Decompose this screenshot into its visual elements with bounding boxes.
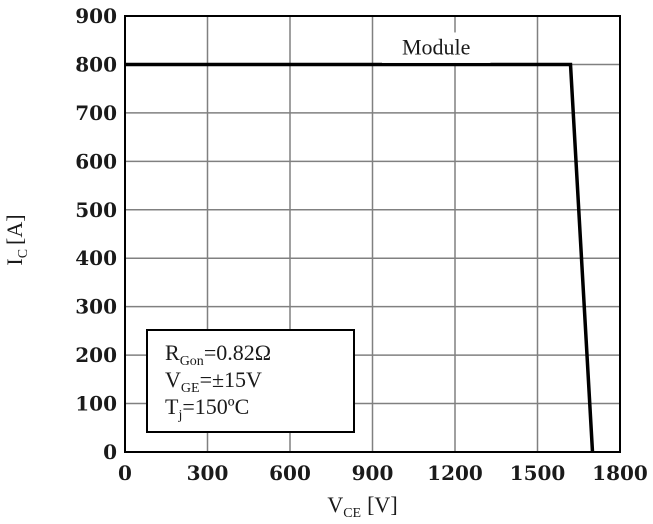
annotation-tj-sub: j <box>177 408 182 423</box>
y-tick-label: 100 <box>75 392 117 416</box>
series-group <box>125 62 595 453</box>
y-tick-label: 500 <box>75 198 117 222</box>
y-tick-label: 700 <box>75 101 117 125</box>
annotation-tj-main: T <box>165 394 179 419</box>
y-tick-label: 400 <box>75 246 117 270</box>
y-tick-label: 300 <box>75 295 117 319</box>
annotation-rgon-value: =0.82Ω <box>204 340 271 365</box>
y-tick-label: 800 <box>75 52 117 76</box>
series-label-background <box>382 32 491 63</box>
annotation-vge: VGE=±15V <box>165 367 262 396</box>
annotation-rgon-main: R <box>165 340 180 365</box>
y-tick-label: 200 <box>75 343 117 367</box>
annotation-vge-main: V <box>165 367 181 392</box>
x-tick-label: 600 <box>269 461 311 485</box>
x-axis-label-sub: CE <box>343 506 361 521</box>
x-axis-label-unit: [V] <box>367 492 398 517</box>
x-axis-label: VCE [V] <box>327 492 397 521</box>
annotation-tj-value: =150ºC <box>182 394 249 419</box>
plot-frame <box>124 15 621 453</box>
x-tick-label: 1200 <box>427 461 483 485</box>
y-tick-label: 600 <box>75 149 117 173</box>
y-tick-labels: 0 100 200 300 400 500 600 700 800 900 <box>75 4 117 464</box>
annotation-rgon-sub: Gon <box>180 354 204 369</box>
x-tick-labels: 0 300 600 900 1200 1500 1800 <box>118 461 648 485</box>
x-tick-label: 0 <box>118 461 132 485</box>
series-label-module: Module <box>402 34 470 59</box>
y-axis-label-main: I <box>2 258 27 265</box>
y-tick-label: 900 <box>75 4 117 28</box>
x-tick-label: 300 <box>187 461 229 485</box>
annotation-vge-sub: GE <box>181 381 200 396</box>
annotation-box: RGon=0.82Ω VGE=±15V Tj=150ºC <box>146 329 355 433</box>
x-axis-label-main: V <box>327 492 343 517</box>
y-tick-label: 0 <box>103 440 117 464</box>
y-axis-label-unit: [A] <box>2 214 27 245</box>
y-axis-label: IC [A] <box>2 214 31 265</box>
x-tick-label: 1500 <box>510 461 566 485</box>
annotation-box-frame <box>146 329 355 433</box>
x-tick-label: 900 <box>352 461 394 485</box>
series-line-module <box>125 62 595 453</box>
y-axis-label-sub: C <box>16 249 31 258</box>
x-tick-label: 1800 <box>592 461 648 485</box>
annotation-tj: Tj=150ºC <box>165 394 249 423</box>
annotation-vge-value: =±15V <box>200 367 262 392</box>
annotation-rgon: RGon=0.82Ω <box>165 340 271 369</box>
